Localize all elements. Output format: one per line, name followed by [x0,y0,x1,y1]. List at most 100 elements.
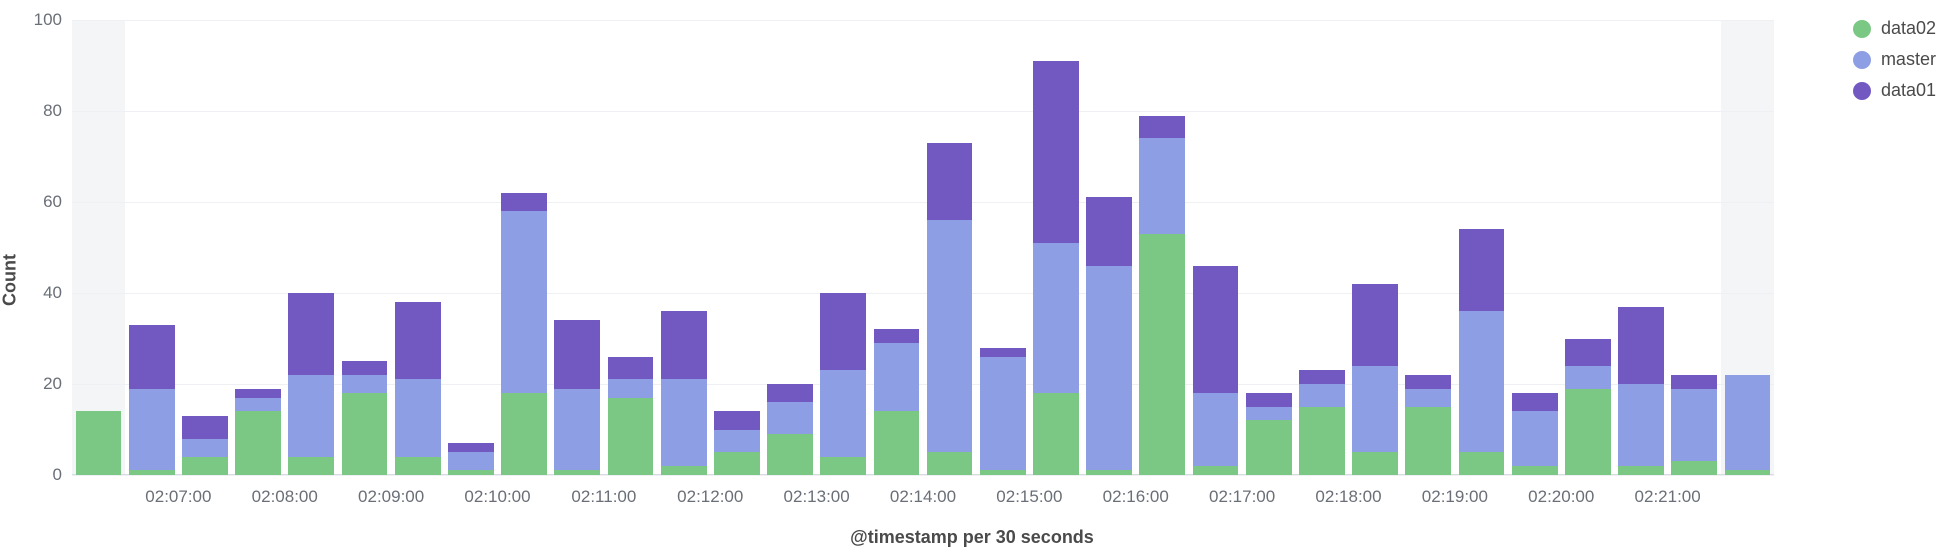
bar-segment-data02 [1193,466,1239,475]
stacked-bar [501,193,547,475]
bar-segment-data02 [1565,389,1611,475]
bar-segment-data02 [1512,466,1558,475]
stacked-bar [1033,61,1079,475]
bar-segment-data02 [874,411,920,475]
bar-segment-master [1086,266,1132,471]
bar-segment-data02 [714,452,760,475]
y-tick-label: 60 [43,192,72,212]
bar-segment-data01 [342,361,388,375]
bar-segment-data02 [554,470,600,475]
bar-slot [444,20,497,475]
bar-segment-data02 [235,411,281,475]
boundary-band [72,20,125,475]
bar-segment-data02 [1033,393,1079,475]
bar-slot [1136,20,1189,475]
bar-segment-master [395,379,441,456]
bar-segment-master [1618,384,1664,466]
bar-slot [1561,20,1614,475]
bar-segment-data01 [182,416,228,439]
y-axis-label: Count [0,254,21,306]
bar-slot [178,20,231,475]
bar-segment-master [1671,389,1717,462]
stacked-bar [1352,284,1398,475]
bar-segment-data02 [927,452,973,475]
bar-segment-data02 [1352,452,1398,475]
bar-segment-data01 [980,348,1026,357]
bar-segment-master [1565,366,1611,389]
bar-segment-data01 [767,384,813,402]
bar-segment-data01 [554,320,600,388]
bar-segment-master [608,379,654,397]
bar-segment-master [927,220,973,452]
bars-layer [72,20,1774,475]
bar-slot [1029,20,1082,475]
stacked-bar [288,293,334,475]
bar-segment-data01 [1671,375,1717,389]
bar-segment-master [1725,375,1771,471]
bar-segment-data01 [1033,61,1079,243]
bar-segment-data01 [714,411,760,429]
x-tick-label: 02:11:00 [571,475,636,507]
bar-segment-master [1459,311,1505,452]
stacked-bar [129,325,175,475]
bar-segment-master [448,452,494,470]
bar-slot [657,20,710,475]
legend-label: master [1881,49,1936,70]
bar-segment-master [182,439,228,457]
y-tick-label: 80 [43,101,72,121]
bar-slot [338,20,391,475]
grid-line [72,20,1774,21]
bar-segment-data02 [448,470,494,475]
x-tick-label: 02:18:00 [1315,475,1381,507]
bar-segment-data01 [235,389,281,398]
bar-segment-master [501,211,547,393]
legend-label: data01 [1881,80,1936,101]
bar-segment-data01 [1512,393,1558,411]
x-tick-label: 02:14:00 [890,475,956,507]
bar-slot [817,20,870,475]
bar-slot [551,20,604,475]
stacked-bar [767,384,813,475]
bar-slot [1402,20,1455,475]
bar-segment-master [1193,393,1239,466]
bar-segment-data02 [1139,234,1185,475]
bar-segment-data01 [129,325,175,389]
bar-slot [1614,20,1667,475]
x-tick-label: 02:07:00 [145,475,211,507]
x-tick-label: 02:10:00 [464,475,530,507]
bar-slot [1721,20,1774,475]
legend-item-data02[interactable]: data02 [1853,18,1936,39]
legend-item-data01[interactable]: data01 [1853,80,1936,101]
stacked-bar [448,443,494,475]
y-tick-label: 100 [34,10,72,30]
bar-segment-data01 [1565,339,1611,366]
bar-segment-data01 [1618,307,1664,384]
bar-segment-data01 [1139,116,1185,139]
x-tick-label: 02:19:00 [1422,475,1488,507]
x-tick-label: 02:17:00 [1209,475,1275,507]
bar-slot [710,20,763,475]
stacked-bar [235,389,281,475]
legend-label: data02 [1881,18,1936,39]
stacked-bar [1405,375,1451,475]
bar-segment-data01 [608,357,654,380]
legend-item-master[interactable]: master [1853,49,1936,70]
bar-segment-data02 [980,470,1026,475]
stacked-bar [1512,393,1558,475]
bar-segment-data02 [767,434,813,475]
legend-swatch [1853,51,1871,69]
bar-segment-data01 [1352,284,1398,366]
stacked-bar [714,411,760,475]
bar-slot [763,20,816,475]
bar-segment-data02 [820,457,866,475]
bar-slot [391,20,444,475]
legend-swatch [1853,20,1871,38]
bar-slot [1349,20,1402,475]
bar-segment-data02 [342,393,388,475]
stacked-bar-chart: Count 02040608010002:07:0002:08:0002:09:… [0,0,1944,560]
bar-slot [870,20,923,475]
bar-slot [1189,20,1242,475]
y-tick-label: 20 [43,374,72,394]
bar-slot [285,20,338,475]
bar-segment-data02 [1246,420,1292,475]
